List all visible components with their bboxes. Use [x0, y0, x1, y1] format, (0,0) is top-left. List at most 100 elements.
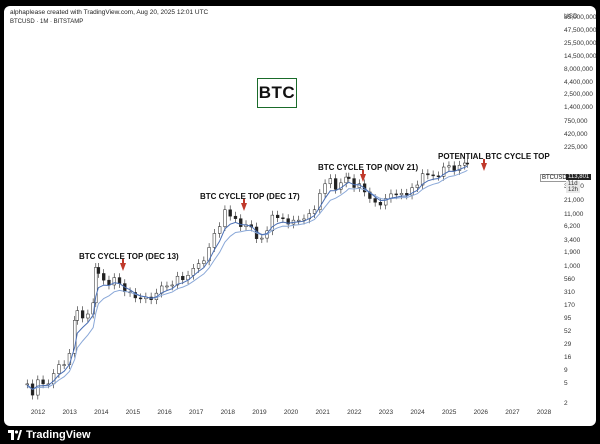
candle: [223, 205, 227, 232]
time-axis-label: 2017: [188, 409, 204, 416]
candle: [431, 170, 435, 181]
price-scale-label: 1,000: [564, 263, 581, 271]
price-scale-label: 560: [564, 276, 575, 284]
time-axis-label: 2027: [505, 409, 520, 416]
price-scale-label: 6,200: [564, 223, 581, 231]
candle: [228, 205, 232, 221]
time-axis-label: 2022: [347, 409, 362, 416]
candle: [442, 162, 446, 181]
time-axis-label: 2013: [62, 409, 77, 416]
ema-slow-line: [27, 169, 468, 390]
candle: [323, 179, 327, 198]
price-scale-label: 2,500,000: [564, 91, 593, 99]
price-scale-label: 310: [564, 289, 575, 297]
price-scale-label: 16: [564, 354, 572, 362]
candle: [344, 172, 348, 188]
last-price-symbol: BTCUSD: [540, 174, 569, 182]
candle: [86, 309, 90, 323]
time-axis-label: 2021: [315, 409, 330, 416]
time-axis-label: 2028: [536, 409, 552, 416]
time-axis-label: 2024: [410, 409, 425, 416]
candle: [62, 360, 66, 369]
price-scale-label: 21,000: [564, 196, 584, 204]
price-scale-label: 420,000: [564, 130, 588, 138]
candle: [457, 160, 462, 175]
candle: [447, 161, 451, 172]
time-axis-label: 2020: [283, 409, 299, 416]
candle: [218, 222, 222, 238]
btc-badge-text: BTC: [258, 83, 296, 102]
annotation-dec13: BTC CYCLE TOP (DEC 13): [79, 252, 179, 261]
candle: [281, 213, 285, 224]
time-axis-label: 2014: [94, 409, 109, 416]
candle: [196, 259, 201, 273]
candle: [96, 263, 101, 278]
annotation-dec17: BTC CYCLE TOP (DEC 17): [200, 192, 300, 201]
time-axis-label: 2018: [220, 409, 236, 416]
time-axis-label: 2012: [30, 409, 46, 416]
time-axis-label: 2023: [378, 409, 394, 416]
price-scale-label: 225,000: [564, 144, 588, 152]
price-scale-label: 11,000: [564, 210, 584, 218]
annotation-nov21: BTC CYCLE TOP (NOV 21): [318, 163, 419, 172]
arrow-nov21-icon: [360, 170, 366, 182]
last-price-value: 113,801: [566, 174, 592, 180]
time-axis-label: 2026: [473, 409, 489, 416]
price-scale-label: 3,400: [564, 236, 581, 244]
btc-badge: BTC: [257, 78, 297, 108]
candle: [175, 271, 180, 290]
candle: [339, 178, 343, 194]
price-scale-label: 52: [564, 328, 572, 336]
price-scale-label: 47,500,000: [564, 26, 596, 34]
candle: [239, 214, 243, 232]
candle: [302, 214, 306, 225]
time-axis-label: 2016: [157, 409, 172, 416]
last-price-countdown: 11d 12h: [566, 181, 581, 193]
candle: [112, 273, 116, 290]
price-scale-label: 9: [564, 366, 568, 374]
candle: [384, 194, 388, 210]
price-scale-label: 1,400,000: [564, 104, 593, 112]
time-axis-label: 2015: [125, 409, 141, 416]
price-chart[interactable]: [4, 6, 596, 426]
candle: [138, 293, 143, 304]
price-scale-label: 2: [564, 400, 568, 407]
price-scale-label: 29: [564, 341, 572, 349]
price-scale-label: 8,000,000: [564, 65, 593, 73]
price-scale-label: 4,400,000: [564, 79, 593, 87]
price-scale-label: 85,000,000: [564, 14, 596, 21]
symbol-line[interactable]: BTCUSD · 1M · BITSTAMP: [10, 19, 84, 25]
candle: [410, 183, 414, 200]
candle: [75, 306, 79, 325]
price-scale-label: 14,500,000: [564, 52, 596, 60]
price-scale-label: 170: [564, 302, 575, 310]
candle: [275, 210, 280, 223]
arrow-potential-icon: [481, 159, 487, 171]
candle: [165, 281, 169, 291]
candle: [41, 375, 45, 389]
candle: [426, 169, 430, 180]
tradingview-wordmark: TradingView: [26, 429, 91, 441]
candle: [297, 215, 301, 225]
price-scale-label: 95: [564, 315, 572, 323]
annotation-potential: POTENTIAL BTC CYCLE TOP: [438, 152, 550, 161]
tradingview-mark-icon: [8, 430, 22, 440]
price-scale-label: 750,000: [564, 117, 588, 125]
chart-panel: alphaplease created with TradingView.com…: [4, 6, 596, 426]
candle: [102, 269, 106, 285]
price-scale-label: 1,900: [564, 249, 581, 257]
candle: [233, 211, 238, 224]
candle: [436, 171, 441, 181]
currency-label: USD: [564, 13, 578, 20]
candle: [347, 172, 351, 183]
arrow-dec13-icon: [120, 259, 126, 271]
ema-fast-line: [26, 165, 468, 391]
candle: [80, 306, 85, 323]
price-scale: USD 85,000,000 47,500,000 25,500,000 14,500…: [4, 6, 596, 426]
candle: [420, 169, 425, 190]
tradingview-logo[interactable]: TradingView: [8, 429, 91, 441]
time-axis-label: 2025: [441, 409, 457, 416]
candle: [378, 197, 383, 210]
time-axis-label: 2019: [252, 409, 267, 416]
price-scale-label: 5: [564, 379, 568, 387]
